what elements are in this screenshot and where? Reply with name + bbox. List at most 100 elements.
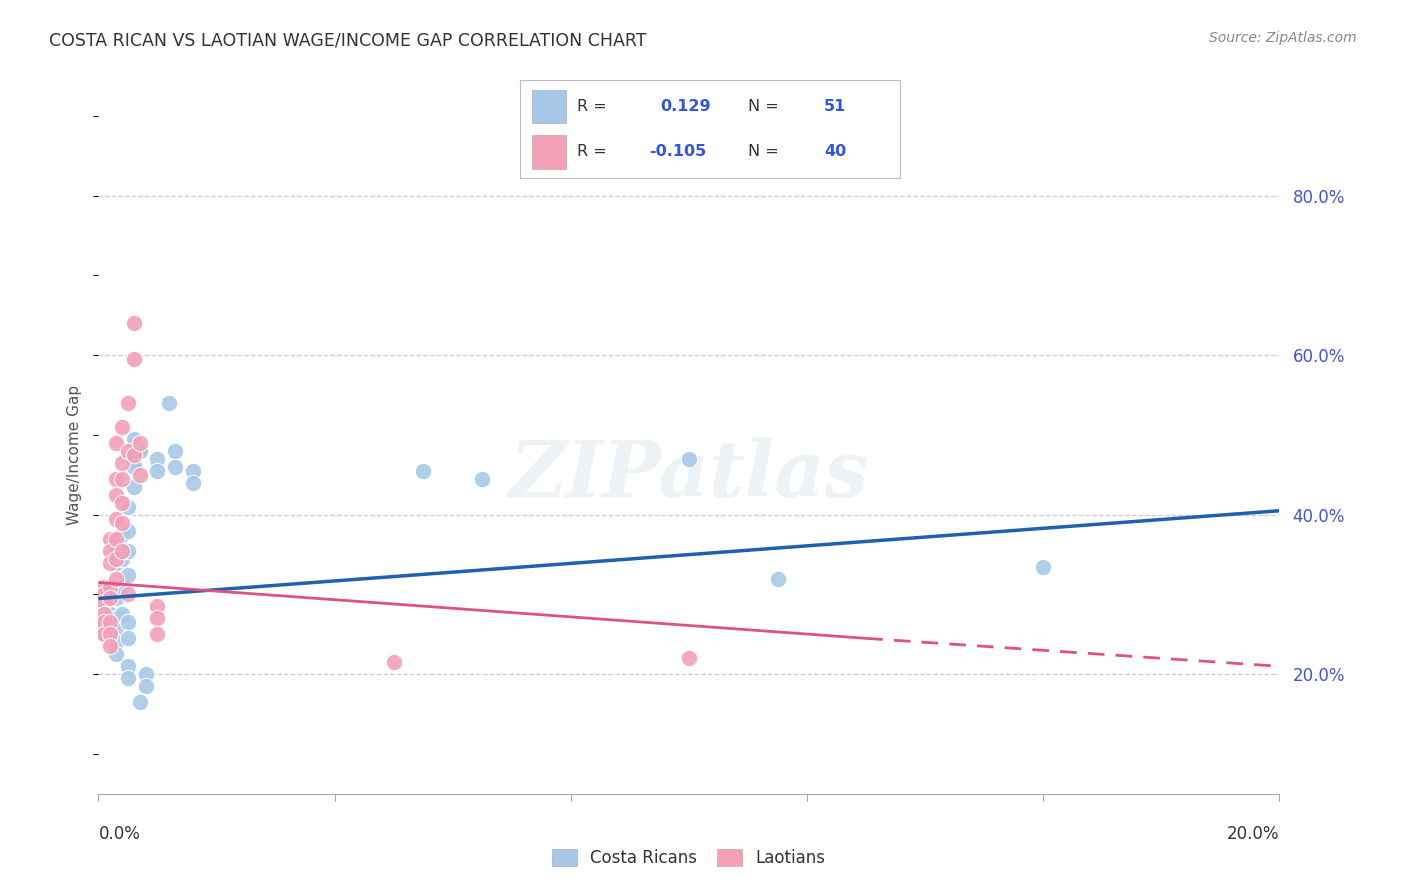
Point [105,648,128,662]
Point [93,591,115,606]
Point [122,352,145,367]
Point [122,456,145,470]
Point [93,619,115,633]
Point [117,524,139,538]
Text: R =: R = [578,99,612,114]
Point [105,635,128,649]
Point [105,624,128,638]
Point [105,532,128,546]
Point [117,615,139,630]
Point [128,695,150,709]
Point [93,580,115,594]
Point [105,540,128,554]
Point [93,627,115,641]
Point [122,480,145,494]
Point [93,587,115,601]
Point [93,611,115,625]
Point [128,436,150,450]
Point [93,595,115,609]
Point [678,451,700,466]
Point [105,472,128,486]
Point [678,651,700,665]
Text: ZIPatlas: ZIPatlas [509,437,869,514]
Point [122,448,145,462]
Point [98,591,121,606]
Text: Source: ZipAtlas.com: Source: ZipAtlas.com [1209,31,1357,45]
Point [98,640,121,654]
Point [117,671,139,685]
Point [111,551,134,566]
Point [181,464,204,478]
Text: N =: N = [748,145,785,160]
Point [105,488,128,502]
Point [98,624,121,638]
Point [111,472,134,486]
Point [111,456,134,470]
Legend: Costa Ricans, Laotians: Costa Ricans, Laotians [553,848,825,867]
Point [471,472,494,486]
Point [105,556,128,570]
Text: 0.129: 0.129 [661,99,711,114]
Point [98,580,121,594]
Text: 40: 40 [824,145,846,160]
Point [122,432,145,446]
Point [105,591,128,606]
Point [105,572,128,586]
Point [105,436,128,450]
Point [122,448,145,462]
Point [105,611,128,625]
Point [111,420,134,434]
Point [111,516,134,530]
Point [165,444,187,458]
Point [98,556,121,570]
Point [1032,559,1054,574]
Y-axis label: Wage/Income Gap: Wage/Income Gap [67,384,83,525]
Point [146,464,169,478]
Point [135,667,157,681]
Point [105,551,128,566]
Point [93,627,115,641]
Point [165,459,187,474]
Point [98,632,121,646]
Point [98,615,121,630]
Point [128,444,150,458]
Point [111,607,134,622]
Point [111,543,134,558]
Point [135,679,157,693]
Point [117,500,139,514]
Point [117,396,139,410]
Point [117,567,139,582]
Text: COSTA RICAN VS LAOTIAN WAGE/INCOME GAP CORRELATION CHART: COSTA RICAN VS LAOTIAN WAGE/INCOME GAP C… [49,31,647,49]
Point [146,611,169,625]
Point [93,615,115,630]
Point [98,532,121,546]
Text: N =: N = [748,99,785,114]
Point [766,572,789,586]
Point [111,496,134,510]
Point [122,316,145,330]
Point [157,396,180,410]
Bar [531,136,565,169]
Text: 0.0%: 0.0% [98,825,141,843]
Point [128,467,150,482]
Point [128,444,150,458]
Point [146,599,169,614]
Point [93,607,115,622]
Text: 20.0%: 20.0% [1227,825,1279,843]
Point [117,659,139,673]
Point [117,632,139,646]
Point [98,607,121,622]
Point [146,451,169,466]
Text: -0.105: -0.105 [650,145,707,160]
Text: 51: 51 [824,99,846,114]
Point [382,655,405,669]
Point [98,543,121,558]
Text: R =: R = [578,145,612,160]
Point [111,580,134,594]
Point [181,475,204,490]
Bar [531,90,565,123]
Point [117,444,139,458]
Point [122,459,145,474]
Point [111,527,134,541]
Point [105,512,128,526]
